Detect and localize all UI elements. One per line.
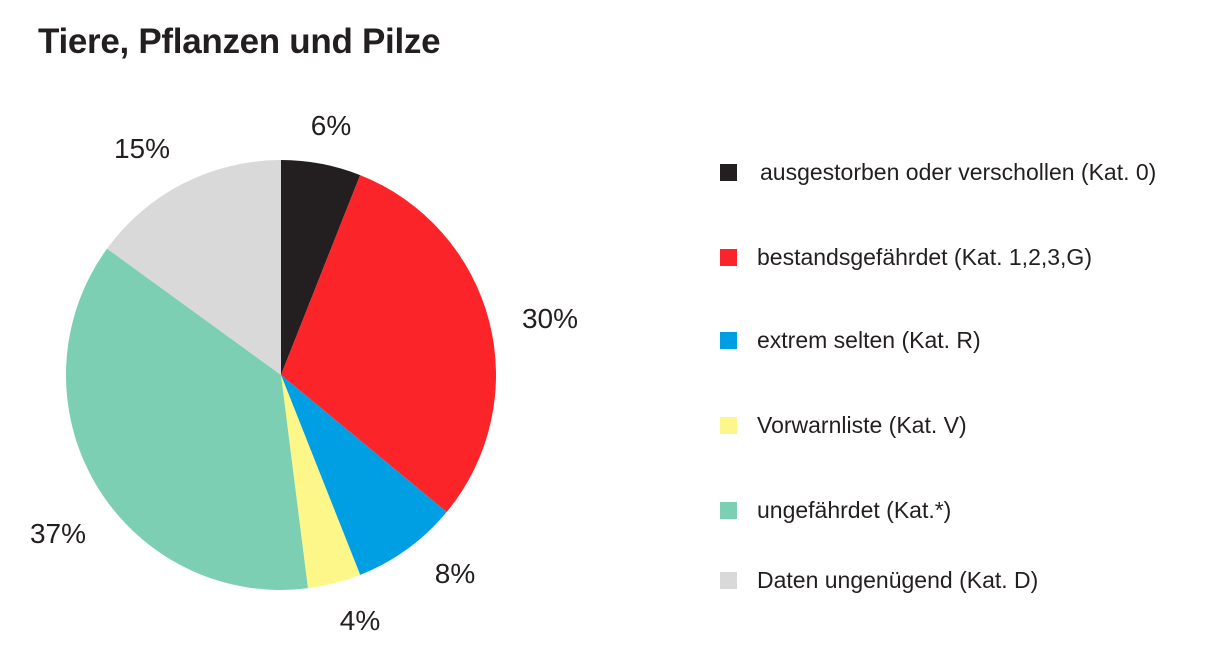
legend-label: ungefährdet (Kat.*): [757, 496, 952, 523]
legend-swatch: [720, 501, 737, 519]
pie-slice: [107, 160, 282, 375]
pie-slice: [281, 375, 447, 575]
legend-item: bestandsgefährdet (Kat. 1,2,3,G): [720, 242, 1092, 272]
slice-label: 8%: [435, 558, 475, 589]
slice-label: 4%: [340, 605, 380, 636]
legend-swatch: [720, 571, 737, 589]
legend-label: Vorwarnliste (Kat. V): [757, 411, 967, 438]
legend-swatch: [720, 416, 737, 434]
legend-item: extrem selten (Kat. R): [720, 325, 981, 355]
legend-label: bestandsgefährdet (Kat. 1,2,3,G): [757, 243, 1092, 270]
pie-slice: [281, 375, 361, 589]
slice-label: 15%: [114, 133, 170, 164]
legend-label: Daten ungenügend (Kat. D): [757, 566, 1039, 593]
chart-title: Tiere, Pflanzen und Pilze: [38, 22, 441, 61]
legend-item: ausgestorben oder verschollen (Kat. 0): [720, 157, 1156, 187]
legend-item: ungefährdet (Kat.*): [720, 495, 951, 525]
pie-slice: [281, 160, 361, 375]
legend-swatch: [720, 248, 737, 266]
slice-label: 6%: [311, 110, 351, 141]
slice-label: 37%: [30, 518, 86, 549]
legend-swatch: [720, 331, 737, 349]
legend-item: Vorwarnliste (Kat. V): [720, 410, 967, 440]
slice-label: 30%: [522, 303, 578, 334]
pie-slice: [65, 248, 308, 591]
legend-swatch: [720, 163, 737, 181]
legend-label: ausgestorben oder verschollen (Kat. 0): [760, 158, 1157, 185]
legend-item: Daten ungenügend (Kat. D): [720, 565, 1038, 595]
pie-slice: [281, 175, 496, 513]
legend-label: extrem selten (Kat. R): [757, 326, 981, 353]
